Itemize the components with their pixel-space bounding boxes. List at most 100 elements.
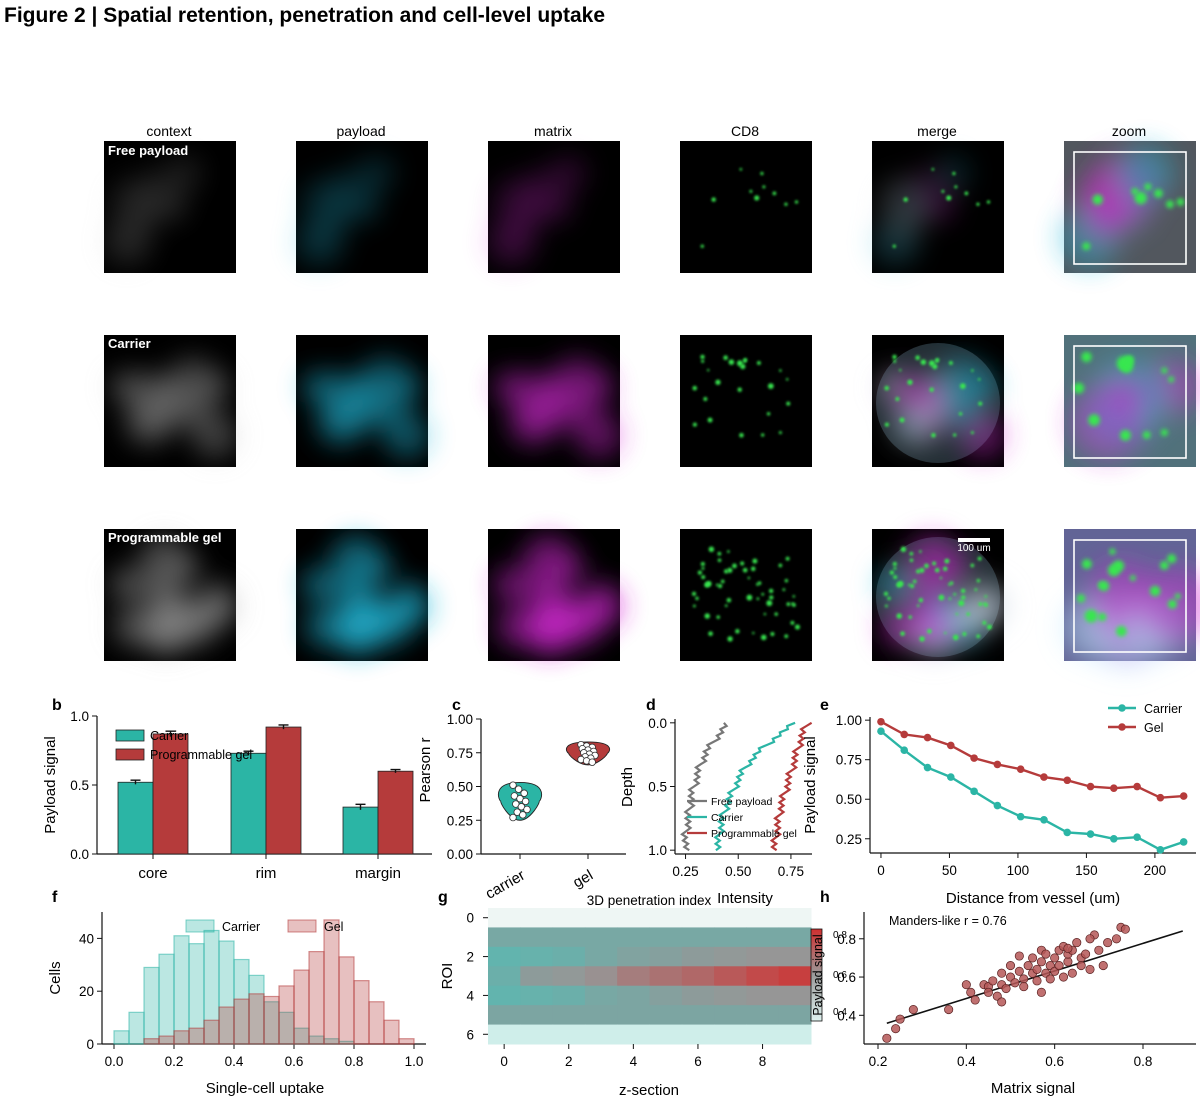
signal-blob [930, 193, 957, 219]
data-point [993, 801, 1002, 810]
y-tick-label: 0.00 [447, 847, 473, 862]
image-tile-matrix-row1 [485, 141, 620, 273]
heatmap-cell [714, 985, 747, 1006]
heatmap-cell [681, 1005, 715, 1026]
cd8-cell [915, 355, 920, 360]
data-point [1014, 966, 1024, 976]
cd8-cell [887, 596, 891, 601]
cd8-cell [757, 581, 762, 585]
x-tick-label: 0.25 [672, 864, 698, 879]
cd8-cell [949, 581, 954, 585]
cd8-cell [752, 558, 758, 564]
cd8-cell [970, 431, 974, 435]
cd8-cell [1168, 376, 1175, 383]
cd8-cell [785, 378, 789, 381]
y-tick-label: 1.0 [648, 843, 667, 858]
cd8-cell [900, 546, 907, 552]
legend-label: Carrier [1144, 702, 1182, 716]
cd8-cell [784, 634, 789, 639]
cd8-cell [1084, 609, 1098, 623]
y-tick-label: 4 [466, 988, 474, 1003]
image-tile-matrix-row3 [488, 529, 625, 661]
cd8-cell [976, 634, 981, 639]
cd8-cell [938, 594, 945, 601]
signal-blob [359, 357, 411, 408]
heatmap-cell [714, 1024, 747, 1045]
heatmap-cell [488, 966, 521, 987]
x-axis-label: Matrix signal [991, 1080, 1075, 1097]
x-axis-label: z-section [619, 1082, 679, 1099]
data-point [1010, 978, 1020, 988]
y-axis-label: ROI [439, 963, 456, 990]
heatmap-title: 3D penetration index [587, 893, 712, 908]
data-point [923, 763, 932, 772]
y-tick-label: 0.50 [836, 792, 862, 807]
data-point [509, 813, 517, 822]
cd8-cell [766, 412, 771, 416]
cd8-cell [756, 361, 761, 365]
signal-blob [493, 567, 529, 602]
cd8-cell [742, 359, 747, 363]
hist-bar-gel [353, 980, 370, 1045]
merge-signal [869, 155, 972, 268]
signal-blob [527, 604, 571, 648]
cd8-cell [919, 636, 925, 642]
channel-signal [101, 155, 204, 268]
data-point [923, 733, 932, 742]
cd8-cell [893, 359, 897, 363]
legend-marker [1118, 723, 1126, 731]
cd8-cell [907, 583, 911, 587]
signal-blob [359, 155, 396, 192]
cd8-cell [912, 579, 917, 584]
image-tile-zoom-row1 [1058, 141, 1196, 273]
channel-signal [485, 155, 588, 268]
zoom-signal [1060, 560, 1200, 672]
panel-f-histogram: 0 20 40 0.0 0.2 0.4 0.6 0.8 1.0 Single-cell uptak… [47, 912, 426, 1097]
data-point [1016, 812, 1025, 821]
y-tick-label: 1.00 [447, 712, 473, 727]
cd8-cell [909, 551, 914, 556]
cd8-cell [717, 583, 723, 589]
cd8-cell [697, 570, 702, 575]
heatmap-cell [617, 985, 650, 1006]
x-tick-label: 0 [877, 863, 885, 878]
cd8-cell [742, 567, 748, 573]
cd8-cell [960, 588, 966, 594]
data-point [1110, 834, 1118, 843]
heatmap-cell [681, 966, 715, 987]
x-tick-label: 0.2 [165, 1054, 184, 1069]
heatmap-cell [746, 1024, 780, 1045]
signal-blob [485, 216, 537, 268]
cd8-cell [785, 556, 790, 561]
signal-blob [396, 595, 422, 621]
data-point [1063, 943, 1073, 953]
cd8-cell [762, 185, 766, 189]
legend-marker [1118, 704, 1126, 712]
hist-bar-gel [278, 985, 295, 1045]
cd8-cell [1153, 188, 1163, 198]
cd8-cell [774, 612, 778, 616]
cd8-cell [1107, 564, 1120, 577]
signal-blob [121, 371, 164, 414]
zoom-signal [1069, 358, 1200, 461]
cd8-cell [934, 567, 940, 573]
signal-blob [551, 357, 603, 408]
y-tick-label: 1.00 [836, 713, 862, 728]
y-axis-label: Pearson r [417, 737, 434, 802]
heatmap-cell [488, 985, 521, 1006]
cd8-cell [934, 359, 939, 363]
line-programmable-gel [769, 721, 813, 852]
y-tick-label: 0.25 [447, 813, 473, 828]
data-point [1133, 833, 1141, 841]
data-point [1040, 815, 1048, 824]
x-axis-label: Distance from vessel (um) [946, 890, 1120, 907]
cd8-cell [752, 631, 755, 635]
heatmap-cell [584, 1005, 618, 1026]
heatmap-cell [746, 985, 780, 1006]
data-point [1001, 983, 1011, 994]
cd8-cell [1098, 612, 1107, 622]
signal-blob [335, 604, 379, 648]
heatmap-cell [714, 946, 747, 967]
scale-bar-line [958, 538, 990, 542]
cd8-cell [739, 168, 743, 171]
